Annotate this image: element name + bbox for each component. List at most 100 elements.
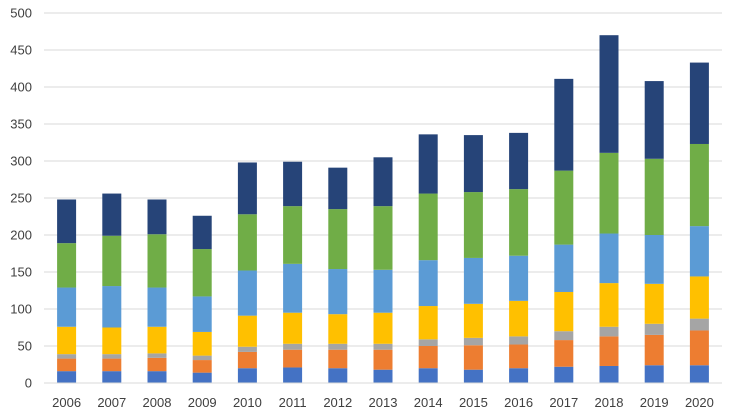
y-tick-label: 150: [10, 265, 32, 280]
y-tick-label: 200: [10, 228, 32, 243]
bar-segment-5: [57, 287, 77, 327]
bar-segment-4: [373, 312, 393, 344]
x-tick-label: 2008: [143, 395, 172, 410]
x-tick-label: 2016: [504, 395, 533, 410]
bar-segment-3: [418, 339, 438, 346]
bar-segment-1: [57, 371, 77, 383]
bar-segment-2: [102, 358, 122, 372]
bar-segment-1: [554, 366, 574, 383]
bar-stack-2012: [328, 167, 348, 383]
bar-segment-1: [689, 365, 709, 383]
bar-segment-7: [554, 78, 574, 171]
bar-segment-5: [554, 244, 574, 292]
bar-segment-1: [192, 372, 212, 383]
y-tick-label: 50: [18, 339, 32, 354]
bar-segment-5: [418, 260, 438, 307]
bar-stack-2013: [373, 157, 393, 383]
bar-stack-2014: [418, 134, 438, 383]
bar-segment-7: [57, 199, 77, 244]
bar-segment-5: [102, 286, 122, 328]
bar-segment-4: [283, 312, 303, 344]
y-tick-label: 400: [10, 80, 32, 95]
bar-segment-4: [599, 283, 619, 327]
bar-segment-6: [599, 152, 619, 234]
bar-segment-5: [237, 270, 257, 316]
y-tick-label: 300: [10, 154, 32, 169]
bar-segment-5: [509, 255, 529, 301]
bar-stack-2017: [554, 78, 574, 383]
bar-segment-6: [373, 206, 393, 270]
bar-segment-6: [283, 206, 303, 264]
bar-segment-1: [237, 368, 257, 383]
bar-segment-4: [57, 326, 77, 355]
bar-segment-2: [237, 351, 257, 369]
bar-segment-1: [599, 365, 619, 383]
bar-segment-6: [328, 209, 348, 270]
x-tick-label: 2006: [52, 395, 81, 410]
bar-segment-5: [373, 269, 393, 313]
bar-segment-5: [328, 269, 348, 315]
bar-segment-7: [689, 62, 709, 144]
x-tick-label: 2010: [233, 395, 262, 410]
bar-segment-5: [689, 226, 709, 277]
bar-segment-2: [418, 346, 438, 369]
bar-segment-2: [283, 349, 303, 368]
x-tick-label: 2007: [97, 395, 126, 410]
bar-segment-1: [644, 365, 664, 383]
bar-segment-3: [554, 331, 574, 341]
bar-segment-6: [554, 170, 574, 245]
y-tick-label: 250: [10, 191, 32, 206]
bar-segment-5: [147, 287, 167, 327]
bar-segment-6: [509, 189, 529, 256]
bar-segment-3: [192, 355, 212, 361]
bar-segment-1: [147, 371, 167, 383]
bar-segment-7: [147, 199, 167, 235]
y-axis-tick-labels: 0 50 100 150 200 250 300 350 400 450 500: [10, 6, 32, 391]
bar-stack-2019: [644, 81, 664, 383]
y-tick-label: 0: [25, 376, 32, 391]
bar-segment-4: [418, 306, 438, 340]
x-tick-label: 2014: [414, 395, 443, 410]
bar-stack-2011: [283, 161, 303, 383]
bar-segment-1: [509, 368, 529, 383]
bar-segment-7: [373, 157, 393, 207]
bar-segment-7: [509, 132, 529, 190]
bar-stack-2020: [689, 62, 709, 383]
bar-segment-6: [463, 192, 483, 258]
bar-stack-2015: [463, 135, 483, 383]
y-tick-label: 100: [10, 302, 32, 317]
bar-segment-2: [599, 336, 619, 366]
bar-segment-7: [283, 161, 303, 207]
bar-segment-3: [237, 346, 257, 352]
bar-stack-2008: [147, 199, 167, 383]
x-tick-label: 2009: [188, 395, 217, 410]
bar-segment-7: [463, 135, 483, 193]
bar-segment-2: [509, 344, 529, 369]
bar-segment-6: [57, 243, 77, 288]
x-tick-label: 2015: [459, 395, 488, 410]
bar-segment-4: [463, 303, 483, 338]
x-tick-label: 2020: [685, 395, 714, 410]
bar-segment-2: [373, 349, 393, 370]
bar-segment-7: [644, 81, 664, 159]
x-tick-label: 2013: [369, 395, 398, 410]
y-tick-label: 500: [10, 6, 32, 21]
bar-segment-5: [599, 233, 619, 284]
bar-segment-5: [463, 257, 483, 304]
bar-segment-6: [418, 193, 438, 261]
bar-stack-2007: [102, 193, 122, 383]
bar-segment-1: [373, 369, 393, 383]
bar-stack-2010: [237, 162, 257, 383]
y-tick-label: 350: [10, 117, 32, 132]
bar-segment-3: [57, 354, 77, 359]
bar-segment-3: [373, 343, 393, 350]
x-tick-label: 2018: [595, 395, 624, 410]
bar-segment-7: [418, 134, 438, 194]
bar-segment-5: [644, 235, 664, 284]
bar-segment-3: [689, 318, 709, 331]
bar-stack-2009: [192, 215, 212, 383]
bar-segment-3: [509, 336, 529, 345]
bar-segment-3: [463, 337, 483, 346]
bar-segment-3: [599, 326, 619, 337]
